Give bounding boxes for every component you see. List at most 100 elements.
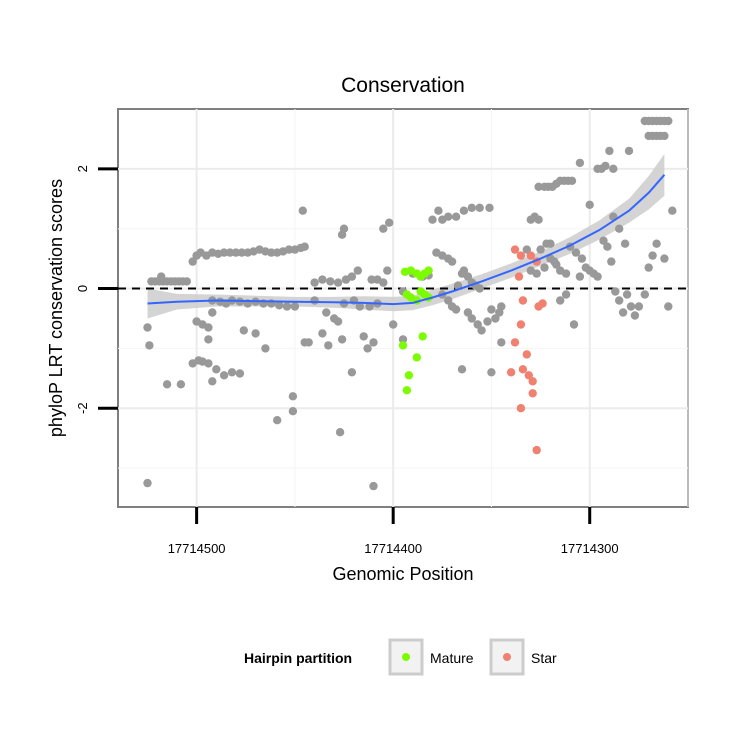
x-axis-title: Genomic Position [332,564,473,584]
data-point-other [347,368,357,377]
data-point-mature [412,353,421,362]
data-point-other [463,308,473,317]
y-axis-title: phyloP LRT conservation scores [46,179,66,437]
data-point-star [510,338,520,347]
legend-swatch-star [503,653,511,661]
data-point-other [304,338,313,347]
data-point-other [310,278,319,287]
scatter-points [143,116,677,491]
data-point-other [532,269,541,278]
data-point-other [585,200,594,209]
data-point-other [624,146,634,156]
data-point-other [664,116,673,126]
data-point-mature [398,341,408,350]
y-tick-label: -2 [75,402,90,414]
legend-key-star [489,638,525,676]
data-point-other [599,236,608,245]
data-point-other [611,287,620,296]
legend-swatch-mature [402,653,410,661]
data-point-other [369,481,378,491]
data-point-other [324,341,333,350]
data-point-other [434,206,443,215]
data-point-other [367,275,376,284]
data-point-star [526,251,535,260]
data-point-other [660,254,669,263]
data-point-other [534,182,543,191]
data-point-other [451,305,461,314]
data-point-other [273,416,282,425]
data-point-other [188,257,197,266]
data-point-other [444,296,453,305]
data-point-star [516,404,526,413]
data-point-other [162,380,172,389]
data-point-other [337,335,347,344]
data-point-other [284,245,294,254]
data-point-other [648,251,657,260]
data-point-other [487,368,496,377]
data-point-other [615,224,624,233]
data-point-other [157,272,166,281]
data-point-other [620,239,630,248]
data-point-other [546,239,555,248]
data-point-other [365,302,374,311]
data-point-other [369,338,378,347]
data-point-other [389,320,398,329]
data-point-other [593,272,602,281]
y-tick-label: 0 [75,285,90,292]
data-point-other [310,296,319,305]
data-point-other [335,428,345,437]
data-point-other [251,329,260,338]
data-point-other [640,290,649,299]
data-point-other [644,263,653,272]
data-point-other [473,320,482,329]
data-point-other [601,161,610,171]
confidence-band [147,153,665,319]
data-point-other [634,302,644,311]
data-point-other [379,278,388,287]
data-point-other [571,248,581,257]
data-point-star [528,377,537,386]
y-tick-label: 2 [75,165,90,172]
data-point-other [483,317,492,326]
data-point-other [353,266,362,275]
data-point-other [561,269,571,278]
data-point-other [318,329,327,338]
data-point-other [330,314,339,323]
legend-label-mature: Mature [430,650,474,666]
data-point-other [575,272,585,281]
data-point-other [626,302,636,311]
legend-title: Hairpin partition [244,650,352,666]
data-point-other [176,380,186,389]
data-point-other [383,266,392,275]
data-point-other [561,290,571,299]
data-point-mature [402,386,412,395]
data-point-star [516,320,526,329]
x-tick-label: 17714500 [168,541,226,556]
data-point-star [538,299,547,308]
data-point-other [609,164,618,173]
data-point-other [300,242,309,251]
data-point-other [536,245,545,254]
data-point-star [506,368,516,377]
data-point-other [605,146,614,156]
data-point-other [355,302,364,311]
data-point-other [239,326,248,335]
smooth-line [147,174,666,306]
legend-label-star: Star [531,650,557,666]
data-point-other [522,245,531,254]
data-point-other [630,311,640,320]
data-point-other [552,260,561,269]
data-point-other [459,206,469,215]
data-point-mature [418,332,427,341]
data-point-other [534,215,543,224]
data-point-other [497,338,506,347]
data-point-other [298,206,307,215]
data-point-other [204,335,213,344]
data-point-other [182,277,191,286]
data-point-other [208,308,217,317]
data-point-mature [404,371,414,380]
data-point-other [363,344,372,353]
data-point-other [575,158,585,168]
data-point-other [428,215,437,224]
data-point-star [516,251,526,260]
